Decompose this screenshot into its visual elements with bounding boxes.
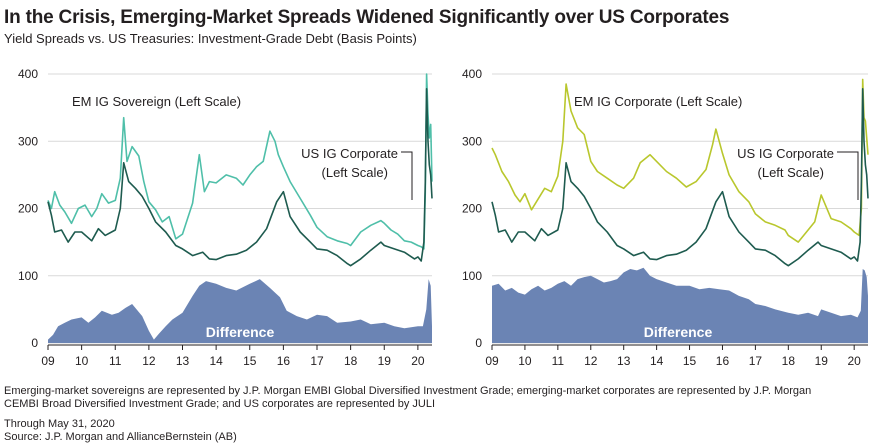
x-tick-label: 15 — [243, 354, 257, 368]
x-tick-label: 20 — [847, 354, 861, 368]
x-tick-label: 09 — [485, 354, 499, 368]
us-series-label-line-1: US IG Corporate — [301, 146, 398, 161]
x-tick-label: 18 — [782, 354, 796, 368]
footnote-source: Source: J.P. Morgan and AllianceBernstei… — [4, 431, 237, 443]
x-tick-label: 16 — [716, 354, 730, 368]
chart-panel-1: 0 100 200 300 400 09 10 11 12 13 14 15 16 17 18 19 20 EM … — [18, 67, 433, 368]
x-tick-label: 19 — [815, 354, 829, 368]
us-series-label-line-2: (Left Scale) — [758, 165, 824, 180]
x-tick-label: 14 — [209, 354, 223, 368]
x-tick-label: 17 — [310, 354, 324, 368]
x-tick-label: 18 — [344, 354, 358, 368]
footnote-through-date: Through May 31, 2020 — [4, 418, 115, 430]
difference-area — [492, 267, 868, 343]
y-tick-label: 0 — [475, 336, 482, 350]
us-ig-corporate-line — [491, 88, 869, 267]
x-tick-label: 09 — [41, 354, 55, 368]
x-tick-label: 11 — [109, 354, 122, 368]
us-label-pointer — [837, 151, 859, 200]
em-series-label: EM IG Sovereign (Left Scale) — [72, 94, 241, 109]
x-tick-label: 19 — [378, 354, 392, 368]
chart-subtitle: Yield Spreads vs. US Treasuries: Investm… — [4, 31, 417, 46]
footnote-line-2: CEMBI Broad Diversified Investment Grade… — [4, 398, 436, 410]
x-tick-label: 17 — [749, 354, 763, 368]
y-tick-label: 200 — [462, 202, 482, 216]
x-tick-label: 12 — [584, 354, 598, 368]
chart-title: In the Crisis, Emerging-Market Spreads W… — [4, 7, 730, 28]
y-tick-label: 300 — [18, 134, 38, 148]
chart-panel-2: 0 100 200 300 400 09 10 11 12 13 14 15 16 17 18 19 20 EM … — [462, 67, 869, 368]
y-tick-label: 100 — [462, 269, 482, 283]
y-tick-label: 100 — [18, 269, 38, 283]
difference-area — [48, 279, 432, 343]
difference-label: Difference — [206, 324, 275, 340]
us-label-pointer — [401, 151, 413, 200]
em-ig-corporate-line — [491, 78, 869, 243]
y-tick-label: 400 — [462, 67, 482, 81]
x-tick-label: 12 — [142, 354, 156, 368]
x-tick-label: 13 — [617, 354, 631, 368]
us-series-label-line-2: (Left Scale) — [322, 165, 388, 180]
x-tick-label: 15 — [683, 354, 697, 368]
em-ig-sovereign-line — [47, 73, 433, 250]
difference-label: Difference — [644, 324, 713, 340]
em-series-label: EM IG Corporate (Left Scale) — [574, 94, 742, 109]
x-tick-label: 16 — [277, 354, 291, 368]
y-tick-label: 0 — [31, 336, 38, 350]
us-ig-corporate-line — [47, 88, 433, 267]
x-tick-label: 10 — [75, 354, 89, 368]
x-tick-label: 13 — [176, 354, 190, 368]
y-tick-label: 200 — [18, 202, 38, 216]
x-tick-label: 11 — [552, 354, 565, 368]
x-tick-label: 20 — [411, 354, 425, 368]
footnote-line-1: Emerging-market sovereigns are represent… — [4, 385, 812, 397]
y-tick-label: 400 — [18, 67, 38, 81]
x-tick-label: 14 — [650, 354, 664, 368]
us-series-label-line-1: US IG Corporate — [737, 146, 834, 161]
y-tick-label: 300 — [462, 134, 482, 148]
x-tick-label: 10 — [518, 354, 532, 368]
